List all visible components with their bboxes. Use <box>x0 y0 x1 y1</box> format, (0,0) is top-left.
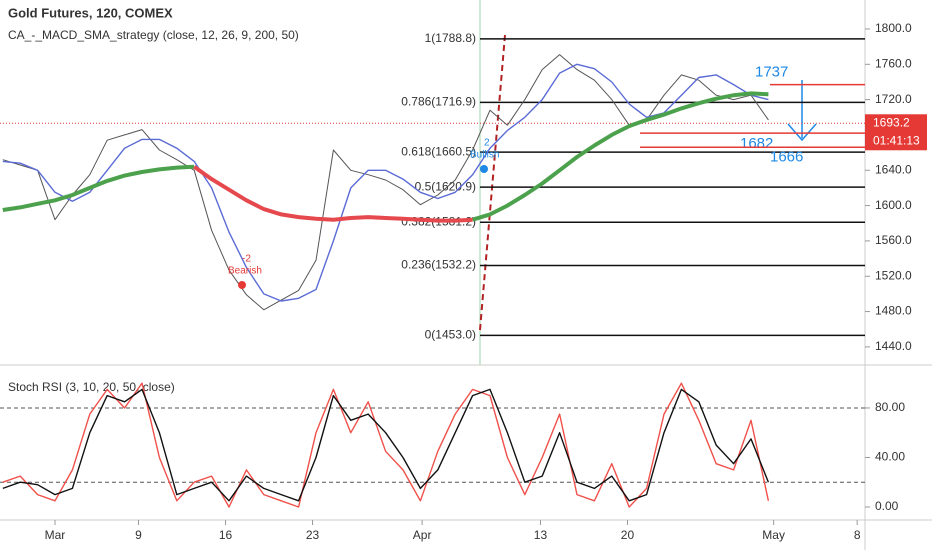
y-tick-label: 1640.0 <box>875 162 912 176</box>
y-tick-label: 0.00 <box>875 499 899 513</box>
y-tick-label: 80.00 <box>875 400 905 414</box>
fib-label: 0.618(1660.5) <box>401 144 476 158</box>
series-line <box>2 388 770 502</box>
y-tick-label: 1760.0 <box>875 56 912 70</box>
x-tick-label: Mar <box>45 528 66 542</box>
fib-label: 0.236(1532.2) <box>401 258 476 272</box>
rsi-title: Stoch RSI (3, 10, 20, 50, close) <box>8 380 175 394</box>
fib-label: 1(1788.8) <box>425 31 476 45</box>
series-line <box>2 382 770 508</box>
last-price-box <box>865 114 927 151</box>
x-tick-label: Apr <box>413 528 432 542</box>
chart-title: Gold Futures, 120, COMEX <box>8 5 173 20</box>
target-label: 1666 <box>770 148 803 165</box>
series-line <box>193 165 473 223</box>
signal-count: -2 <box>242 254 251 265</box>
y-tick-label: 1720.0 <box>875 92 912 106</box>
y-tick-label: 1480.0 <box>875 304 912 318</box>
series-line <box>2 91 769 222</box>
x-tick-label: 20 <box>621 528 635 542</box>
x-tick-label: 9 <box>135 528 142 542</box>
y-tick-label: 40.00 <box>875 450 905 464</box>
last-price-label: 1693.2 <box>873 115 910 129</box>
arrow-head <box>787 123 817 142</box>
target-label: 1682 <box>740 135 773 152</box>
y-tick-label: 1440.0 <box>875 339 912 353</box>
x-tick-label: 8 <box>854 528 861 542</box>
x-tick-label: May <box>762 528 785 542</box>
y-tick-label: 1520.0 <box>875 268 912 282</box>
x-tick-label: 16 <box>219 528 233 542</box>
series-line <box>2 63 769 302</box>
y-tick-label: 1800.0 <box>875 21 912 35</box>
fib-label: 0(1453.0) <box>425 328 476 342</box>
signal-marker <box>480 165 488 173</box>
fib-label: 0.786(1716.9) <box>401 95 476 109</box>
signal-count: 2 <box>484 138 490 149</box>
y-tick-label: 1560.0 <box>875 233 912 247</box>
x-tick-label: 13 <box>534 528 548 542</box>
y-tick-label: 1600.0 <box>875 198 912 212</box>
indicator-title: CA_-_MACD_SMA_strategy (close, 12, 26, 9… <box>8 28 299 42</box>
signal-label: Bearish <box>228 266 262 277</box>
signal-marker <box>238 281 246 289</box>
fib-label: 0.5(1620.9) <box>415 179 476 193</box>
countdown-label: 01:41:13 <box>873 133 920 147</box>
x-tick-label: 23 <box>306 528 320 542</box>
signal-label: Bullish <box>470 150 499 161</box>
target-label: 1737 <box>755 64 788 81</box>
